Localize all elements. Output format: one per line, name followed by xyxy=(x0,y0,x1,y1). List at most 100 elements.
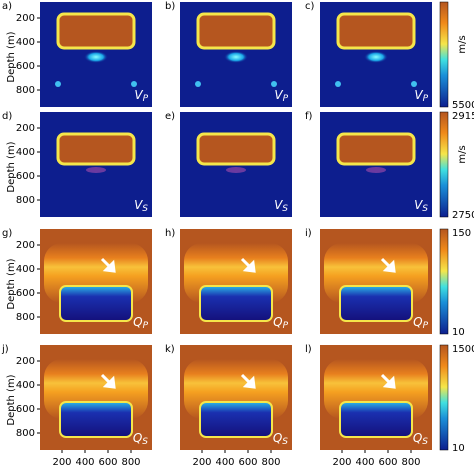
y-tick-label: 400 xyxy=(16,264,35,275)
panel-label: c) xyxy=(305,1,314,12)
panel: b) VP xyxy=(165,1,292,107)
y-tick-label: 200 xyxy=(16,123,35,134)
y-tick-label: 600 xyxy=(16,288,35,299)
x-tick-label: 400 xyxy=(215,457,234,468)
blob xyxy=(271,81,277,87)
panel-symbol: VP xyxy=(274,88,288,104)
subscript: S xyxy=(282,204,288,214)
y-axis-label: Depth (m) xyxy=(6,31,17,82)
x-tick-label: 200 xyxy=(52,457,71,468)
symbol: Q xyxy=(413,315,422,329)
subscript: P xyxy=(143,321,149,331)
blob xyxy=(226,167,246,173)
y-tick-label: 600 xyxy=(16,61,35,72)
panel: i) QP xyxy=(305,228,432,334)
blob xyxy=(131,81,137,87)
subscript: S xyxy=(142,437,148,447)
arrow xyxy=(100,373,116,389)
anomaly xyxy=(196,12,276,50)
panel-symbol: QS xyxy=(273,431,288,447)
subscript: S xyxy=(422,204,428,214)
panel-symbol: VS xyxy=(274,198,288,214)
y-tick-label: 600 xyxy=(16,171,35,182)
panel-symbol: QS xyxy=(413,431,428,447)
x-tick-label: 800 xyxy=(401,457,420,468)
symbol: V xyxy=(274,198,283,212)
blob xyxy=(364,51,388,63)
panel: c) VP xyxy=(305,1,432,107)
blob xyxy=(55,81,61,87)
symbol: Q xyxy=(133,431,142,445)
colorbar xyxy=(439,228,449,335)
symbol: V xyxy=(414,198,423,212)
blob xyxy=(366,167,386,173)
y-tick-label: 200 xyxy=(16,240,35,251)
panel-label: a) xyxy=(2,1,12,12)
symbol: Q xyxy=(273,431,282,445)
colorbar-bottom: 2750 xyxy=(452,210,474,221)
colorbar-bottom: 10 xyxy=(452,443,465,454)
panel: l) QS xyxy=(305,344,432,450)
x-tick-label: 400 xyxy=(355,457,374,468)
y-tick-label: 800 xyxy=(16,85,35,96)
y-tick-label: 200 xyxy=(16,13,35,24)
colorbar-bottom: 10 xyxy=(452,327,465,338)
low-zone xyxy=(339,285,413,322)
y-tick-label: 800 xyxy=(16,312,35,323)
panel: g) QP xyxy=(2,228,152,334)
anomaly xyxy=(336,12,416,50)
subscript: P xyxy=(283,321,289,331)
x-tick-label: 600 xyxy=(378,457,397,468)
colorbar-bottom: 5500 xyxy=(452,100,474,111)
x-tick-label: 800 xyxy=(261,457,280,468)
symbol: V xyxy=(134,88,143,102)
panel-label: l) xyxy=(305,344,312,355)
subscript: P xyxy=(423,94,429,104)
panel: h) QP xyxy=(165,228,292,334)
arrow xyxy=(380,373,396,389)
symbol: Q xyxy=(133,315,142,329)
panel-label: f) xyxy=(305,111,313,122)
symbol: V xyxy=(134,198,143,212)
panel: k) QS xyxy=(165,344,292,450)
panel-label: d) xyxy=(2,111,12,122)
x-tick-label: 800 xyxy=(121,457,140,468)
panel-symbol: QP xyxy=(413,315,428,331)
y-tick-label: 600 xyxy=(16,404,35,415)
low-zone xyxy=(59,401,133,438)
subscript: P xyxy=(143,94,149,104)
x-tick-label: 400 xyxy=(75,457,94,468)
panel-label: e) xyxy=(165,111,175,122)
low-zone xyxy=(199,401,273,438)
y-tick-label: 800 xyxy=(16,428,35,439)
subscript: P xyxy=(423,321,429,331)
colorbar-unit: m/s xyxy=(457,145,468,163)
panel-symbol: QP xyxy=(273,315,288,331)
blob xyxy=(195,81,201,87)
low-zone xyxy=(339,401,413,438)
panel: d) VS xyxy=(2,111,152,217)
anomaly xyxy=(56,12,136,50)
symbol: V xyxy=(414,88,423,102)
panel-symbol: VP xyxy=(414,88,428,104)
blob xyxy=(84,51,108,63)
x-tick-label: 600 xyxy=(98,457,117,468)
panel: a) VP xyxy=(2,1,152,107)
low-zone xyxy=(59,285,133,322)
colorbar xyxy=(439,344,449,451)
anomaly xyxy=(196,132,276,166)
arrow xyxy=(100,257,116,273)
colorbar-top: 1500 xyxy=(452,344,474,355)
anomaly xyxy=(56,132,136,166)
blob xyxy=(224,51,248,63)
blob xyxy=(335,81,341,87)
y-tick-label: 400 xyxy=(16,37,35,48)
arrow xyxy=(240,373,256,389)
arrow xyxy=(240,257,256,273)
x-tick-label: 600 xyxy=(238,457,257,468)
panel-symbol: QP xyxy=(133,315,148,331)
y-tick-label: 400 xyxy=(16,380,35,391)
panel-label: h) xyxy=(165,228,175,239)
